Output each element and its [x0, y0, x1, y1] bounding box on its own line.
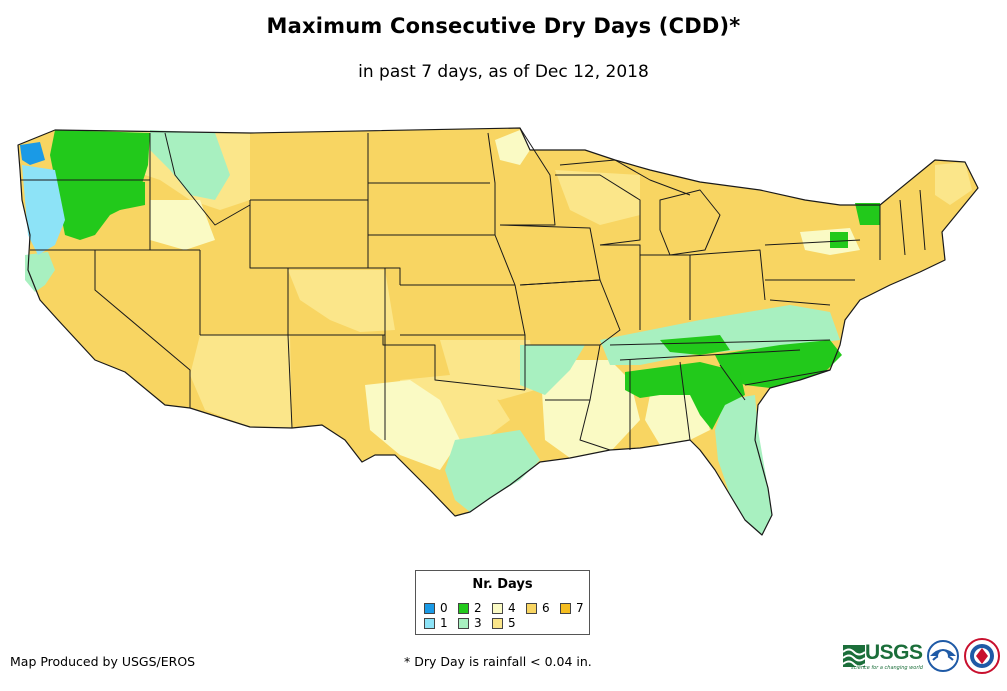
- legend-swatch: [458, 618, 469, 629]
- legend-label: 6: [542, 601, 550, 615]
- legend-label: 1: [440, 616, 448, 630]
- legend-swatch: [458, 603, 469, 614]
- region-0-days: [20, 142, 45, 165]
- usgs-logo: USGS science for a changing world: [843, 641, 923, 673]
- legend-label: 7: [576, 601, 584, 615]
- legend-swatch: [492, 603, 503, 614]
- legend: Nr. Days 0 1 2 3 4 5 6 7: [415, 570, 590, 635]
- legend-swatch: [424, 603, 435, 614]
- noaa-logo-icon: [927, 640, 959, 672]
- legend-swatch: [526, 603, 537, 614]
- usgs-tagline: science for a changing world: [851, 665, 923, 671]
- legend-label: 5: [508, 616, 516, 630]
- legend-label: 3: [474, 616, 482, 630]
- usgs-wordmark: USGS: [865, 641, 923, 664]
- legend-swatch: [560, 603, 571, 614]
- nws-logo-icon: [964, 638, 1000, 674]
- dry-day-footnote: * Dry Day is rainfall < 0.04 in.: [404, 654, 592, 669]
- legend-label: 2: [474, 601, 482, 615]
- state-borders: [17, 127, 979, 536]
- legend-label: 4: [508, 601, 516, 615]
- legend-title: Nr. Days: [472, 577, 533, 592]
- legend-swatch: [424, 618, 435, 629]
- usgs-wave-icon: [843, 645, 865, 667]
- map-subtitle: in past 7 days, as of Dec 12, 2018: [358, 62, 649, 82]
- us-dry-days-map: [17, 127, 979, 536]
- map-title: Maximum Consecutive Dry Days (CDD)*: [266, 14, 741, 38]
- map-credit: Map Produced by USGS/EROS: [10, 654, 196, 669]
- legend-label: 0: [440, 601, 448, 615]
- legend-swatch: [492, 618, 503, 629]
- region-2-days: [50, 130, 150, 240]
